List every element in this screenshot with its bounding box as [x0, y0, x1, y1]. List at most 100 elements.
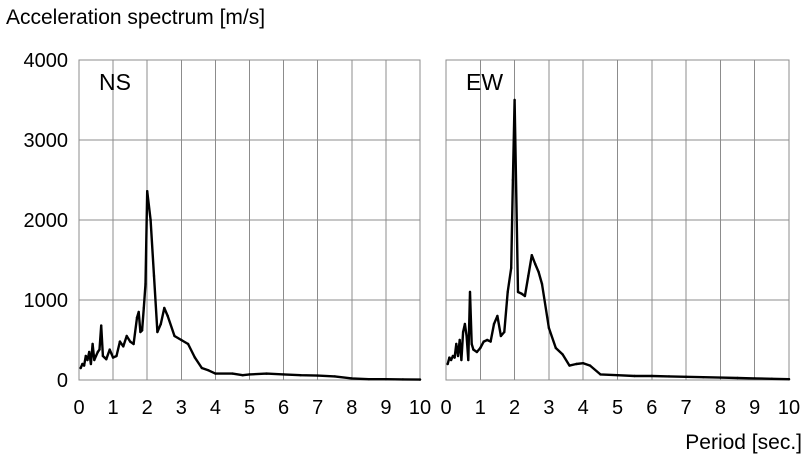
ns-data-point: [200, 366, 203, 370]
ns-data-point: [132, 342, 135, 346]
ew-data-point: [475, 350, 479, 354]
ns-data-point: [101, 354, 105, 358]
x-axis-title: Period [sec.]: [685, 431, 802, 454]
ns-data-point: [81, 362, 84, 366]
ew-panel-title: EW: [466, 69, 503, 95]
ns-data-point: [86, 358, 89, 362]
ns-data-point: [144, 282, 147, 286]
ew-data-point: [486, 338, 489, 342]
ew-data-point: [461, 330, 465, 334]
ew-data-point: [520, 292, 523, 295]
ns-data-point: [163, 306, 166, 310]
ns-data-point: [299, 374, 302, 377]
ns-data-point: [241, 374, 244, 377]
ns-data-point: [156, 330, 159, 334]
ns-data-point: [282, 373, 285, 376]
ew-panel: 0 1 2 3 4 5 6 7 8 9 10 EW: [440, 59, 800, 419]
ns-y-tick-label: 4000: [24, 50, 69, 72]
ew-data-point: [482, 340, 485, 343]
ns-data-point: [350, 377, 353, 380]
ew-data-point: [503, 330, 506, 334]
ns-data-point: [207, 369, 210, 372]
ns-data-point: [384, 378, 388, 381]
ns-data-point: [91, 342, 94, 346]
ns-data-point: [149, 218, 152, 222]
ns-spectrum-line: [79, 189, 422, 381]
ew-x-tick-label: 0: [440, 397, 451, 419]
ns-data-point: [89, 362, 93, 366]
ns-data-point: [180, 338, 183, 342]
ew-data-point: [684, 375, 688, 378]
ew-data-point: [568, 364, 571, 367]
ew-data-point: [540, 282, 544, 286]
ew-data-point: [463, 322, 467, 326]
ew-data-point: [554, 346, 557, 350]
ns-data-point: [418, 378, 422, 381]
ns-data-point: [146, 190, 149, 193]
ew-data-point: [575, 362, 578, 366]
ns-data-point: [93, 358, 96, 362]
ew-data-point: [753, 377, 756, 380]
ns-x-tick-label: 10: [409, 397, 431, 419]
ew-x-tick-label: 5: [612, 397, 623, 419]
ew-data-point: [479, 346, 482, 350]
ns-data-point: [111, 356, 115, 359]
ns-data-point: [401, 378, 405, 381]
ew-data-point: [489, 340, 492, 343]
ns-data-point: [186, 342, 190, 346]
ns-x-tick-label: 0: [73, 397, 84, 419]
ns-data-point: [98, 348, 101, 351]
ew-data-point: [537, 270, 540, 274]
ew-data-point: [465, 334, 468, 338]
ew-data-point: [616, 374, 619, 377]
ew-data-point: [530, 254, 533, 257]
ns-data-point: [139, 330, 142, 334]
ew-data-point: [599, 373, 602, 376]
ew-x-tick-label: 2: [509, 397, 520, 419]
ew-data-point: [523, 294, 527, 298]
ew-data-point: [588, 364, 592, 367]
ew-data-point: [451, 354, 455, 358]
y-axis-title: Acceleration spectrum [m/s]: [6, 6, 265, 29]
ns-x-tick-label: 9: [380, 397, 391, 419]
ns-data-point: [108, 348, 111, 351]
ns-data-point: [105, 358, 108, 361]
ew-data-point: [448, 356, 451, 359]
ew-data-point: [702, 376, 705, 379]
ns-y-tick-label: 1000: [24, 290, 69, 312]
ew-x-tick-label: 9: [749, 397, 760, 419]
ns-data-point: [159, 322, 162, 326]
ew-data-point: [456, 354, 460, 358]
ns-data-point: [265, 372, 268, 375]
ew-data-point: [736, 376, 739, 380]
ew-data-point: [492, 322, 496, 326]
ns-data-point: [125, 334, 128, 338]
ew-x-tick-label: 7: [681, 397, 692, 419]
ew-data-point: [455, 342, 458, 346]
ew-data-point: [499, 334, 503, 338]
ns-data-point: [166, 314, 169, 318]
ew-data-point: [516, 290, 520, 294]
ns-x-tick-label: 3: [176, 397, 187, 419]
ew-spectrum-line: [446, 98, 791, 381]
ns-data-point: [115, 354, 118, 358]
ew-data-point: [460, 358, 463, 362]
ew-data-point: [667, 375, 671, 378]
ew-data-point: [506, 290, 509, 294]
ns-data-point: [140, 329, 144, 332]
ns-y-tick-label: 3000: [24, 130, 69, 152]
ew-data-point: [770, 377, 773, 380]
ns-data-point: [142, 306, 145, 310]
ns-data-point: [173, 334, 176, 338]
ew-data-point: [496, 314, 499, 318]
ns-data-point: [88, 350, 91, 354]
ns-data-point: [96, 350, 100, 354]
ew-x-tick-label: 4: [578, 397, 589, 419]
ns-data-point: [79, 366, 82, 370]
ew-data-point: [787, 378, 791, 381]
ns-data-point: [316, 374, 319, 377]
ew-data-point: [534, 262, 537, 266]
ns-x-tick-label: 2: [142, 397, 153, 419]
ew-data-point: [561, 353, 564, 356]
ew-x-tick-label: 6: [646, 397, 657, 419]
